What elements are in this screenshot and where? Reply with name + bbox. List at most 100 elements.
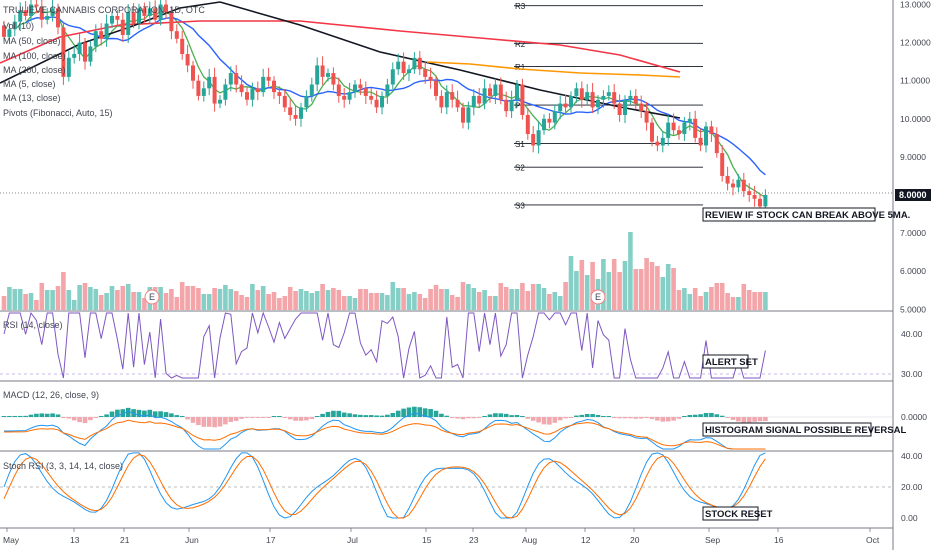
macd-histogram-bar [617,417,622,419]
volume-bar [190,286,196,310]
volume-bar [255,290,261,310]
earnings-badge-label: E [149,292,155,302]
candle-body [488,88,492,96]
volume-bar [109,286,115,310]
volume-bar [633,269,639,310]
macd-histogram-bar [601,416,606,417]
macd-histogram-bar [179,416,185,417]
candle-body [93,31,98,47]
candle-body [536,130,541,146]
macd-histogram-bar [503,413,509,417]
candle-body [466,107,471,123]
volume-bar [395,288,401,310]
volume-bar [525,291,531,310]
earnings-badge[interactable] [590,289,606,305]
macd-histogram-bar [536,417,541,423]
macd-histogram-bar [120,409,126,417]
indicator-legend-ma50: MA (50, close) [3,36,61,46]
candle-body [747,191,752,195]
macd-histogram-bar [77,417,82,423]
volume-bar [17,289,23,310]
volume-bar [304,291,309,310]
volume-bar [82,283,88,310]
candle-body [412,57,417,70]
volume-bar [217,289,223,310]
macd-histogram-bar [109,411,115,417]
macd-histogram-bar [50,413,55,417]
volume-bar [271,292,277,310]
volume-bar [557,296,563,310]
macd-histogram-bar [752,417,757,422]
rsi-legend: RSI (14, close) [3,320,63,330]
candle-body [407,69,411,74]
volume-bar [665,264,671,310]
volume-bar [142,298,147,310]
macd-histogram-bar [611,417,617,418]
candle-body [218,99,222,104]
volume-bar [347,296,352,310]
candle-body [342,95,347,100]
volume-bar [266,294,271,310]
volume-bar [682,288,687,310]
volume-bar [617,272,622,310]
volume-bar [244,297,250,310]
macd-histogram-bar [757,417,763,422]
candle-body [617,103,622,115]
stoch-legend: Stoch RSI (3, 3, 14, 14, close) [3,461,123,471]
candle-body [758,198,762,207]
macd-histogram-bar [417,407,423,417]
volume-bar [120,286,126,310]
candle-body [763,195,768,207]
macd-histogram-bar [142,410,147,417]
candle-body [752,195,757,199]
volume-bar [709,287,714,310]
macd-histogram-bar [520,416,525,417]
macd-histogram-bar [17,415,23,417]
candle-body [655,141,660,146]
macd-histogram-bar [584,413,590,417]
macd-histogram-bar [223,417,228,425]
candle-body [137,8,141,24]
macd-histogram-bar [233,417,239,421]
volume-bar [439,289,444,310]
candle-body [455,99,460,108]
candle-body [682,122,687,135]
macd-histogram-bar [39,413,45,417]
volume-bar [104,293,109,310]
candle-body [39,6,44,20]
macd-histogram-bar [730,417,736,420]
volume-bar [563,282,568,310]
candle-body [201,88,206,96]
candle-body [115,15,120,20]
candle-body [520,84,525,115]
annotation-stock-reset: STOCK RESET [705,509,773,520]
candle-body [650,122,654,142]
macd-histogram-bar [655,417,660,421]
candle-body [223,84,228,100]
volume-bar [757,292,763,310]
volume-bar [71,300,77,310]
volume-bar [536,284,541,310]
volume-bar [385,295,390,310]
volume-bar [233,291,239,310]
candle-body [477,95,482,104]
candle-body [255,88,260,93]
volume-bar [287,287,293,310]
macd-histogram-bar [460,417,466,420]
volume-bar [39,283,45,310]
volume-bar [622,261,628,310]
x-tick-label: Aug [522,535,537,545]
candle-body [401,61,406,74]
macd-histogram-bar [493,413,498,417]
macd-histogram-bar [368,415,374,417]
macd-histogram-bar [1,416,7,417]
candle-body [131,12,136,24]
candle-body [239,84,244,93]
volume-bar [325,290,331,310]
earnings-badge[interactable] [144,289,160,305]
macd-histogram-bar [282,417,288,418]
indicator-tick-label: 30.00 [901,369,923,379]
volume-bar [98,295,104,310]
macd-histogram-bar [390,412,396,417]
